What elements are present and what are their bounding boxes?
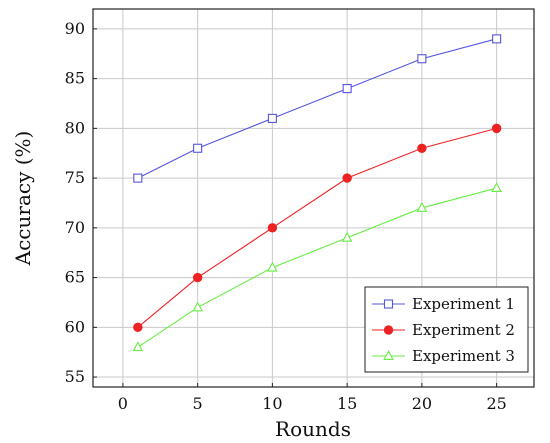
x-tick-label: 0 [118, 394, 128, 413]
data-point [492, 34, 502, 44]
data-point [193, 143, 203, 153]
legend: Experiment 1 Experiment 2 Experiment 3 [364, 286, 529, 373]
y-tick-label: 90 [65, 19, 85, 38]
data-point [342, 84, 352, 94]
y-tick-label: 70 [65, 218, 85, 237]
legend-label: Experiment 1 [412, 295, 515, 313]
series-layer [132, 34, 502, 352]
data-point [192, 301, 203, 312]
plot-frame [92, 8, 535, 388]
data-point [342, 173, 352, 183]
legend-entry: Experiment 2 [372, 321, 515, 339]
x-tick-label: 20 [412, 394, 432, 413]
series-experiment-2 [133, 123, 502, 333]
y-tick-label: 65 [65, 268, 85, 287]
series-line [137, 187, 497, 348]
data-point [491, 182, 502, 193]
data-point [417, 143, 427, 153]
x-tick-label: 25 [486, 394, 506, 413]
data-point [133, 173, 143, 183]
legend-label: Experiment 2 [412, 321, 515, 339]
legend-label: Experiment 3 [412, 347, 515, 365]
legend-marker [383, 299, 394, 309]
data-point [416, 201, 428, 212]
legend-entry: Experiment 1 [372, 295, 515, 313]
data-point [417, 54, 427, 64]
legend-marker [383, 350, 394, 360]
y-tick-label: 55 [65, 367, 85, 386]
y-tick-label: 80 [65, 118, 85, 137]
data-point [132, 341, 144, 352]
x-tick-label: 5 [193, 394, 203, 413]
series-line [137, 38, 497, 179]
grid [93, 9, 534, 387]
series-experiment-3 [132, 182, 502, 352]
y-axis-title: Accuracy (%) [11, 131, 35, 267]
axis-ticks: 0 5 10 15 20 25 55 60 65 70 75 80 85 90 [65, 19, 507, 413]
data-point [267, 223, 278, 233]
data-point [341, 231, 353, 242]
data-point [267, 261, 278, 272]
y-tick-label: 60 [65, 317, 85, 336]
legend-marker [383, 325, 394, 335]
y-tick-label: 75 [65, 168, 85, 187]
series-line [137, 127, 497, 328]
legend-entry: Experiment 3 [372, 347, 515, 365]
data-point [267, 113, 277, 123]
series-experiment-1 [133, 34, 502, 183]
x-axis-title: Rounds [275, 417, 351, 441]
x-tick-label: 10 [262, 394, 282, 413]
y-tick-label: 85 [65, 69, 85, 88]
x-tick-label: 15 [337, 394, 357, 413]
data-point [133, 322, 143, 333]
data-point [192, 272, 203, 283]
data-point [491, 123, 502, 134]
